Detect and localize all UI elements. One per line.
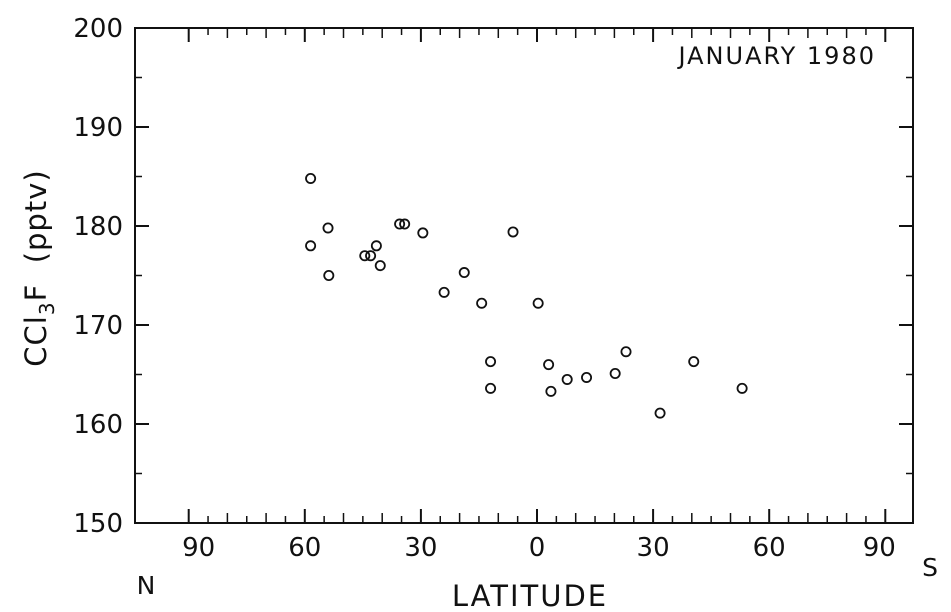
data-point — [417, 227, 429, 239]
data-point — [374, 260, 386, 272]
x-tick-label: 0 — [529, 533, 546, 563]
y-axis-ticks: 150 160 170 180 190 200 — [73, 14, 913, 539]
data-point — [399, 218, 411, 230]
data-point — [438, 286, 450, 298]
data-point — [620, 346, 632, 358]
data-point — [609, 368, 621, 380]
x-axis-left-end-label: N — [137, 571, 156, 600]
data-point — [688, 356, 700, 368]
data-point — [458, 267, 470, 279]
data-point — [359, 250, 371, 262]
data-point — [476, 297, 488, 309]
y-axis-label: CCl3F (pptv) — [19, 169, 59, 366]
x-tick-label: 60 — [288, 533, 321, 563]
data-point — [305, 172, 317, 184]
y-tick-label: 190 — [73, 113, 123, 143]
data-point — [394, 218, 406, 230]
y-tick-label: 200 — [73, 14, 123, 44]
chart-title: JANUARY 1980 — [676, 42, 876, 70]
y-axis-label-main: CCl — [19, 315, 53, 367]
data-point — [322, 222, 334, 234]
data-point — [485, 382, 497, 394]
y-tick-label: 160 — [73, 410, 123, 440]
data-point — [305, 240, 317, 252]
data-points — [305, 172, 748, 419]
y-tick-label: 180 — [73, 212, 123, 242]
data-point — [545, 385, 557, 397]
data-point — [736, 382, 748, 394]
x-axis-ticks: 90 60 30 0 30 60 90 — [182, 28, 896, 563]
x-tick-label: 30 — [637, 533, 670, 563]
x-axis-label: LATITUDE — [452, 579, 608, 612]
x-tick-label: 60 — [753, 533, 786, 563]
data-point — [581, 371, 593, 383]
data-point — [543, 359, 555, 371]
data-point — [561, 373, 573, 385]
x-tick-label: 90 — [182, 533, 215, 563]
data-point — [507, 226, 519, 238]
x-tick-label: 90 — [863, 533, 896, 563]
data-point — [532, 297, 544, 309]
data-point — [370, 240, 382, 252]
x-tick-label: 30 — [404, 533, 437, 563]
x-axis-right-end-label: S — [922, 553, 938, 582]
y-tick-label: 150 — [73, 509, 123, 539]
data-point — [323, 269, 335, 281]
y-tick-label: 170 — [73, 311, 123, 341]
plot-frame — [134, 27, 914, 524]
data-point — [485, 356, 497, 368]
data-point — [654, 407, 666, 419]
data-point — [365, 250, 377, 262]
y-axis-label-subscript: 3 — [35, 301, 59, 315]
y-axis-label-tail: F (pptv) — [19, 169, 53, 301]
